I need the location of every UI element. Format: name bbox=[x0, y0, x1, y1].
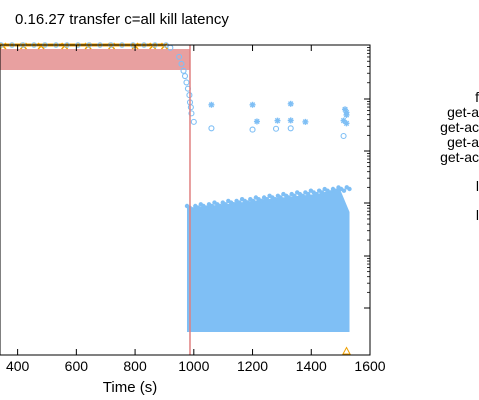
series-point bbox=[208, 101, 215, 108]
dense-latency-cluster bbox=[184, 185, 352, 332]
dense-cluster-edge-point bbox=[264, 197, 270, 202]
dense-cluster-edge-point bbox=[328, 190, 333, 195]
dense-cluster-edge-point bbox=[204, 205, 209, 210]
series-point bbox=[340, 117, 347, 124]
dense-cluster-edge-point bbox=[195, 205, 201, 210]
x-tick-label: 800 bbox=[123, 358, 147, 374]
x-tick-label: 600 bbox=[65, 358, 89, 374]
x-axis-ticks: 400 600 800 1000 1200 1400 1600 bbox=[6, 45, 386, 374]
dense-cluster-edge-point bbox=[314, 191, 319, 197]
dense-cluster-edge-point bbox=[237, 200, 242, 205]
dense-cluster-edge-point bbox=[319, 190, 325, 195]
dense-cluster-edge-point bbox=[190, 207, 195, 212]
dense-cluster-edge-point bbox=[223, 202, 228, 207]
star-stroke bbox=[249, 102, 256, 108]
legend-entry-4: get-a bbox=[447, 134, 479, 150]
legend-entry-1: f bbox=[475, 89, 479, 105]
series-point bbox=[183, 79, 190, 86]
star-stroke bbox=[274, 117, 281, 124]
dense-cluster-edge-point bbox=[333, 188, 338, 193]
star-stroke bbox=[288, 101, 294, 107]
series-point bbox=[176, 53, 183, 60]
dense-cluster-edge-point bbox=[209, 203, 214, 209]
dense-cluster-edge-point bbox=[278, 195, 283, 200]
series-point bbox=[181, 72, 189, 80]
dense-cluster-edge-point bbox=[217, 203, 223, 209]
dense-cluster-body bbox=[186, 188, 350, 332]
dense-cluster-edge-point bbox=[250, 198, 256, 204]
series-point bbox=[274, 117, 281, 124]
series-point bbox=[187, 104, 194, 111]
kill-shade-region bbox=[0, 49, 190, 70]
dense-cluster-edge-point bbox=[306, 191, 311, 197]
plot-frame bbox=[0, 44, 371, 356]
series-point bbox=[249, 101, 256, 108]
series-point bbox=[343, 111, 350, 118]
series-point bbox=[180, 67, 187, 74]
x-tick-label: 1600 bbox=[354, 358, 385, 374]
star-stroke bbox=[342, 106, 348, 112]
legend-entry-6: l bbox=[475, 178, 479, 194]
y-axis-minor-ticks bbox=[364, 44, 370, 309]
dense-cluster-edge-point bbox=[259, 198, 264, 203]
series-point bbox=[340, 132, 347, 140]
star-stroke bbox=[302, 119, 309, 125]
star-stroke bbox=[343, 120, 350, 127]
series-point bbox=[343, 120, 350, 127]
chart-title: 0.16.27 transfer c=all kill latency bbox=[15, 11, 229, 28]
series-point bbox=[188, 110, 195, 117]
series-point bbox=[253, 118, 260, 125]
dense-cluster-edge-point bbox=[347, 186, 352, 192]
star-stroke bbox=[343, 112, 350, 118]
x-tick-label: 1400 bbox=[296, 358, 327, 374]
series-point bbox=[302, 118, 309, 125]
x-tick-label: 1200 bbox=[237, 358, 268, 374]
star-stroke bbox=[288, 117, 294, 124]
dense-cluster-edge-point bbox=[292, 193, 297, 198]
series-point bbox=[342, 346, 351, 355]
series-point bbox=[208, 125, 215, 132]
dense-cluster-edge-point bbox=[286, 195, 292, 200]
series-point bbox=[249, 126, 256, 133]
dense-cluster-edge-point bbox=[300, 193, 305, 198]
series-point bbox=[178, 60, 185, 67]
dense-cluster-edge-point bbox=[272, 197, 278, 202]
series-point bbox=[287, 100, 294, 107]
legend-entry-3: get-ac bbox=[440, 119, 479, 135]
legend-entry-2: get-a bbox=[447, 104, 479, 120]
dense-cluster-edge-point bbox=[231, 202, 236, 207]
legend-entry-7: l bbox=[475, 207, 479, 223]
legend-entry-5: get-ac bbox=[440, 149, 479, 165]
star-stroke bbox=[208, 102, 215, 108]
series-point bbox=[287, 117, 294, 124]
dense-cluster-edge-point bbox=[341, 188, 347, 193]
dense-cluster-edge-point bbox=[245, 200, 250, 205]
series-point bbox=[190, 118, 197, 125]
x-axis-label: Time (s) bbox=[103, 379, 157, 396]
series-point bbox=[287, 125, 294, 132]
star-stroke bbox=[254, 118, 260, 125]
series-point bbox=[272, 125, 280, 132]
x-tick-label: 400 bbox=[6, 358, 30, 374]
x-tick-label: 1000 bbox=[178, 358, 209, 374]
star-stroke bbox=[340, 117, 347, 124]
